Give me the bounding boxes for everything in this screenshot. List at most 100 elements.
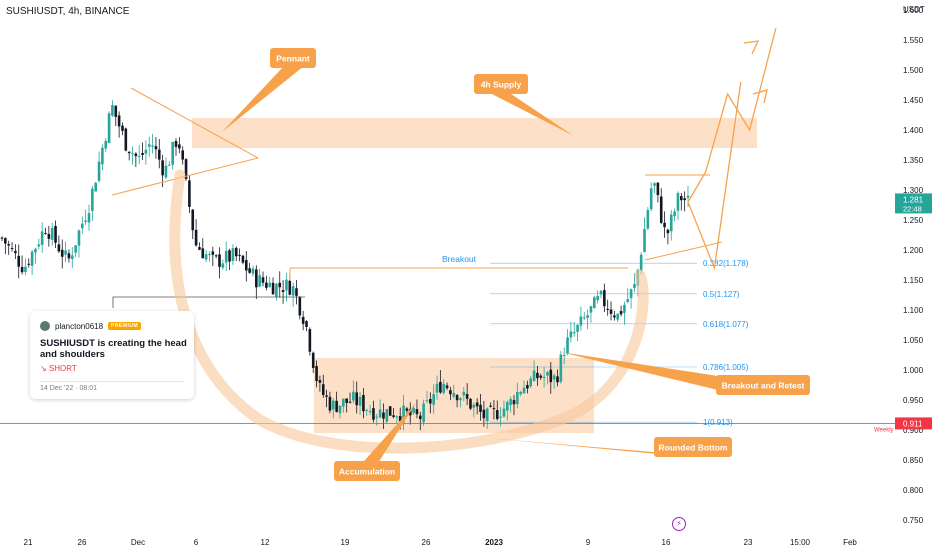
candle-body <box>392 415 395 417</box>
candle-body <box>532 370 536 381</box>
supply-callout-box[interactable] <box>474 74 528 94</box>
candle-body <box>218 254 221 267</box>
fib-level-label: 1(0.913) <box>703 418 733 427</box>
candle-body <box>305 321 308 327</box>
candle-body <box>582 317 586 319</box>
pennant-callout-label[interactable]: Pennant <box>276 54 310 64</box>
candle-body <box>335 400 338 412</box>
candle-body <box>375 416 379 418</box>
price-tick-label: 1.000 <box>903 366 924 375</box>
candle-body <box>117 115 121 127</box>
candle-body <box>589 306 593 313</box>
time-tick-label: 26 <box>422 538 431 547</box>
candle-body <box>432 394 435 405</box>
price-tick-label: 0.900 <box>903 426 924 435</box>
breakout-retest-callout-label[interactable]: Breakout and Retest <box>722 381 805 391</box>
candle-body <box>516 391 519 405</box>
accumulation-callout-box[interactable] <box>334 461 400 481</box>
time-tick-label: 12 <box>261 538 270 547</box>
candle-body <box>479 404 482 412</box>
candle-body <box>352 391 355 401</box>
pennant-callout-box[interactable] <box>270 48 316 68</box>
candle-body <box>519 392 522 395</box>
candle-body <box>281 290 285 292</box>
candle-body <box>27 263 31 265</box>
price-tick-label: 1.250 <box>903 216 924 225</box>
candle-body <box>542 376 546 379</box>
candle-body <box>37 244 41 247</box>
candle-body <box>663 222 666 228</box>
candle-body <box>40 231 44 245</box>
candle-body <box>7 244 10 246</box>
candle-body <box>301 316 305 324</box>
candle-body <box>613 315 616 318</box>
supply-callout-label[interactable]: 4h Supply <box>481 80 522 90</box>
candle-body <box>57 244 61 252</box>
candle-body <box>221 263 225 268</box>
idea-author-row[interactable]: plancton0618 PREMIUM <box>40 321 142 331</box>
avatar[interactable] <box>40 321 50 331</box>
candle-body <box>164 165 168 178</box>
candle-body <box>244 260 248 271</box>
candle-body <box>378 409 382 418</box>
candle-body <box>569 331 573 338</box>
candle-body <box>666 229 670 234</box>
breakout-retest-callout-box[interactable] <box>716 375 810 395</box>
candle-body <box>4 238 7 244</box>
symbol-title: SUSHIUSDT, 4h, BINANCE <box>6 6 130 17</box>
idea-card[interactable]: plancton0618 PREMIUM SUSHIUSDT is creati… <box>30 311 194 399</box>
candle-body <box>596 296 599 301</box>
price-tick-label: 0.950 <box>903 396 924 405</box>
candle-body <box>234 247 238 257</box>
candle-body <box>546 372 549 376</box>
candle-body <box>124 128 128 151</box>
price-tick-label: 1.300 <box>903 186 924 195</box>
idea-direction: ↘ SHORT <box>40 364 77 373</box>
author-name[interactable]: plancton0618 <box>55 321 104 331</box>
breakout-label: Breakout <box>442 254 477 264</box>
candle-body <box>111 105 114 116</box>
candle-body <box>87 213 91 223</box>
price-tick-label: 1.600 <box>903 6 924 15</box>
candle-body <box>54 225 57 243</box>
candle-body <box>64 250 67 255</box>
candle-body <box>208 254 211 256</box>
price-tick-label: 1.550 <box>903 36 924 45</box>
candle-body <box>134 153 138 157</box>
time-axis[interactable]: 21 26 Dec 6 12 19 26 2023 9 16 23 15:00 Feb <box>24 538 858 547</box>
candle-body <box>161 160 164 176</box>
candle-body <box>549 369 553 383</box>
candle-body <box>372 408 375 420</box>
candle-body <box>429 399 432 404</box>
candle-body <box>616 313 620 320</box>
candle-body <box>405 408 409 411</box>
time-tick-label: 15:00 <box>790 538 811 547</box>
candle-body <box>151 145 154 147</box>
candle-body <box>362 395 365 412</box>
time-tick-label: Dec <box>131 538 145 547</box>
candle-body <box>308 329 312 352</box>
idea-headline[interactable]: SUSHIUSDT is creating the head and shoul… <box>40 338 187 360</box>
candle-body <box>104 140 108 149</box>
candle-body <box>74 245 77 253</box>
candle-body <box>298 297 302 316</box>
breakout-retest-callout-pointer <box>560 352 718 390</box>
candle-body <box>285 279 288 291</box>
candle-body <box>465 394 469 399</box>
candle-body <box>91 188 94 211</box>
rounded-bottom-callout-box[interactable] <box>654 437 732 457</box>
rounded-bottom-callout-label[interactable]: Rounded Bottom <box>659 443 728 453</box>
accumulation-callout-label[interactable]: Accumulation <box>339 467 395 477</box>
candle-body <box>626 299 630 303</box>
candle-body <box>191 209 195 231</box>
lightning-icon[interactable]: ⚡ <box>672 517 686 531</box>
candle-body <box>291 286 295 296</box>
pennant-upper-line <box>130 87 259 159</box>
candle-body <box>188 180 191 207</box>
price-axis[interactable]: USDT1.6001.5501.5001.4501.4001.3501.3001… <box>895 5 932 525</box>
price-axis-unit: USDT <box>903 5 925 14</box>
candle-body <box>462 391 466 396</box>
time-tick-label: 21 <box>24 538 33 547</box>
candle-body <box>168 164 171 166</box>
